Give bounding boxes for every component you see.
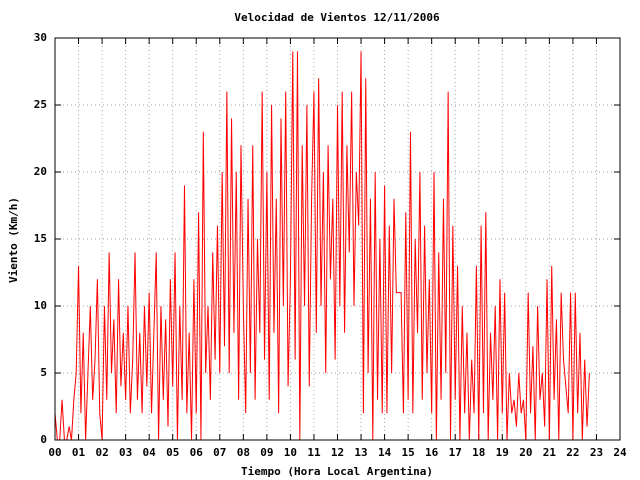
plot-frame [54,37,621,441]
x-tick-label: 02 [95,446,108,459]
x-tick-label: 17 [449,446,462,459]
x-tick-label: 03 [119,446,132,459]
y-tick-label: 15 [34,232,47,245]
data-line [54,51,590,441]
x-tick-label: 18 [472,446,485,459]
x-tick-label: 00 [48,446,61,459]
y-tick-label: 25 [34,98,47,111]
x-tick-label: 23 [590,446,603,459]
x-tick-label: 19 [496,446,509,459]
chart-title: Velocidad de Vientos 12/11/2006 [234,11,440,24]
x-tick-label: 06 [190,446,204,459]
y-tick-label: 0 [40,433,47,446]
x-tick-label: 24 [613,446,627,459]
x-tick-label: 16 [425,446,439,459]
x-tick-label: 01 [72,446,86,459]
y-tick-label: 5 [40,366,47,379]
y-tick-label: 30 [34,31,47,44]
x-tick-label: 04 [143,446,157,459]
x-tick-label: 21 [543,446,557,459]
x-tick-label: 07 [213,446,226,459]
x-tick-label: 13 [354,446,367,459]
y-tick-label: 20 [34,165,47,178]
x-axis-label: Tiempo (Hora Local Argentina) [241,465,433,478]
x-tick-label: 09 [260,446,273,459]
x-tick-label: 15 [402,446,415,459]
x-tick-label: 22 [566,446,579,459]
x-tick-label: 11 [307,446,321,459]
x-tick-label: 12 [331,446,344,459]
x-tick-label: 10 [284,446,297,459]
x-tick-label: 05 [166,446,179,459]
x-tick-label: 14 [378,446,392,459]
x-tick-label: 08 [237,446,250,459]
y-axis-label: Viento (Km/h) [7,197,20,283]
x-tick-label: 20 [519,446,532,459]
y-tick-label: 10 [34,299,47,312]
